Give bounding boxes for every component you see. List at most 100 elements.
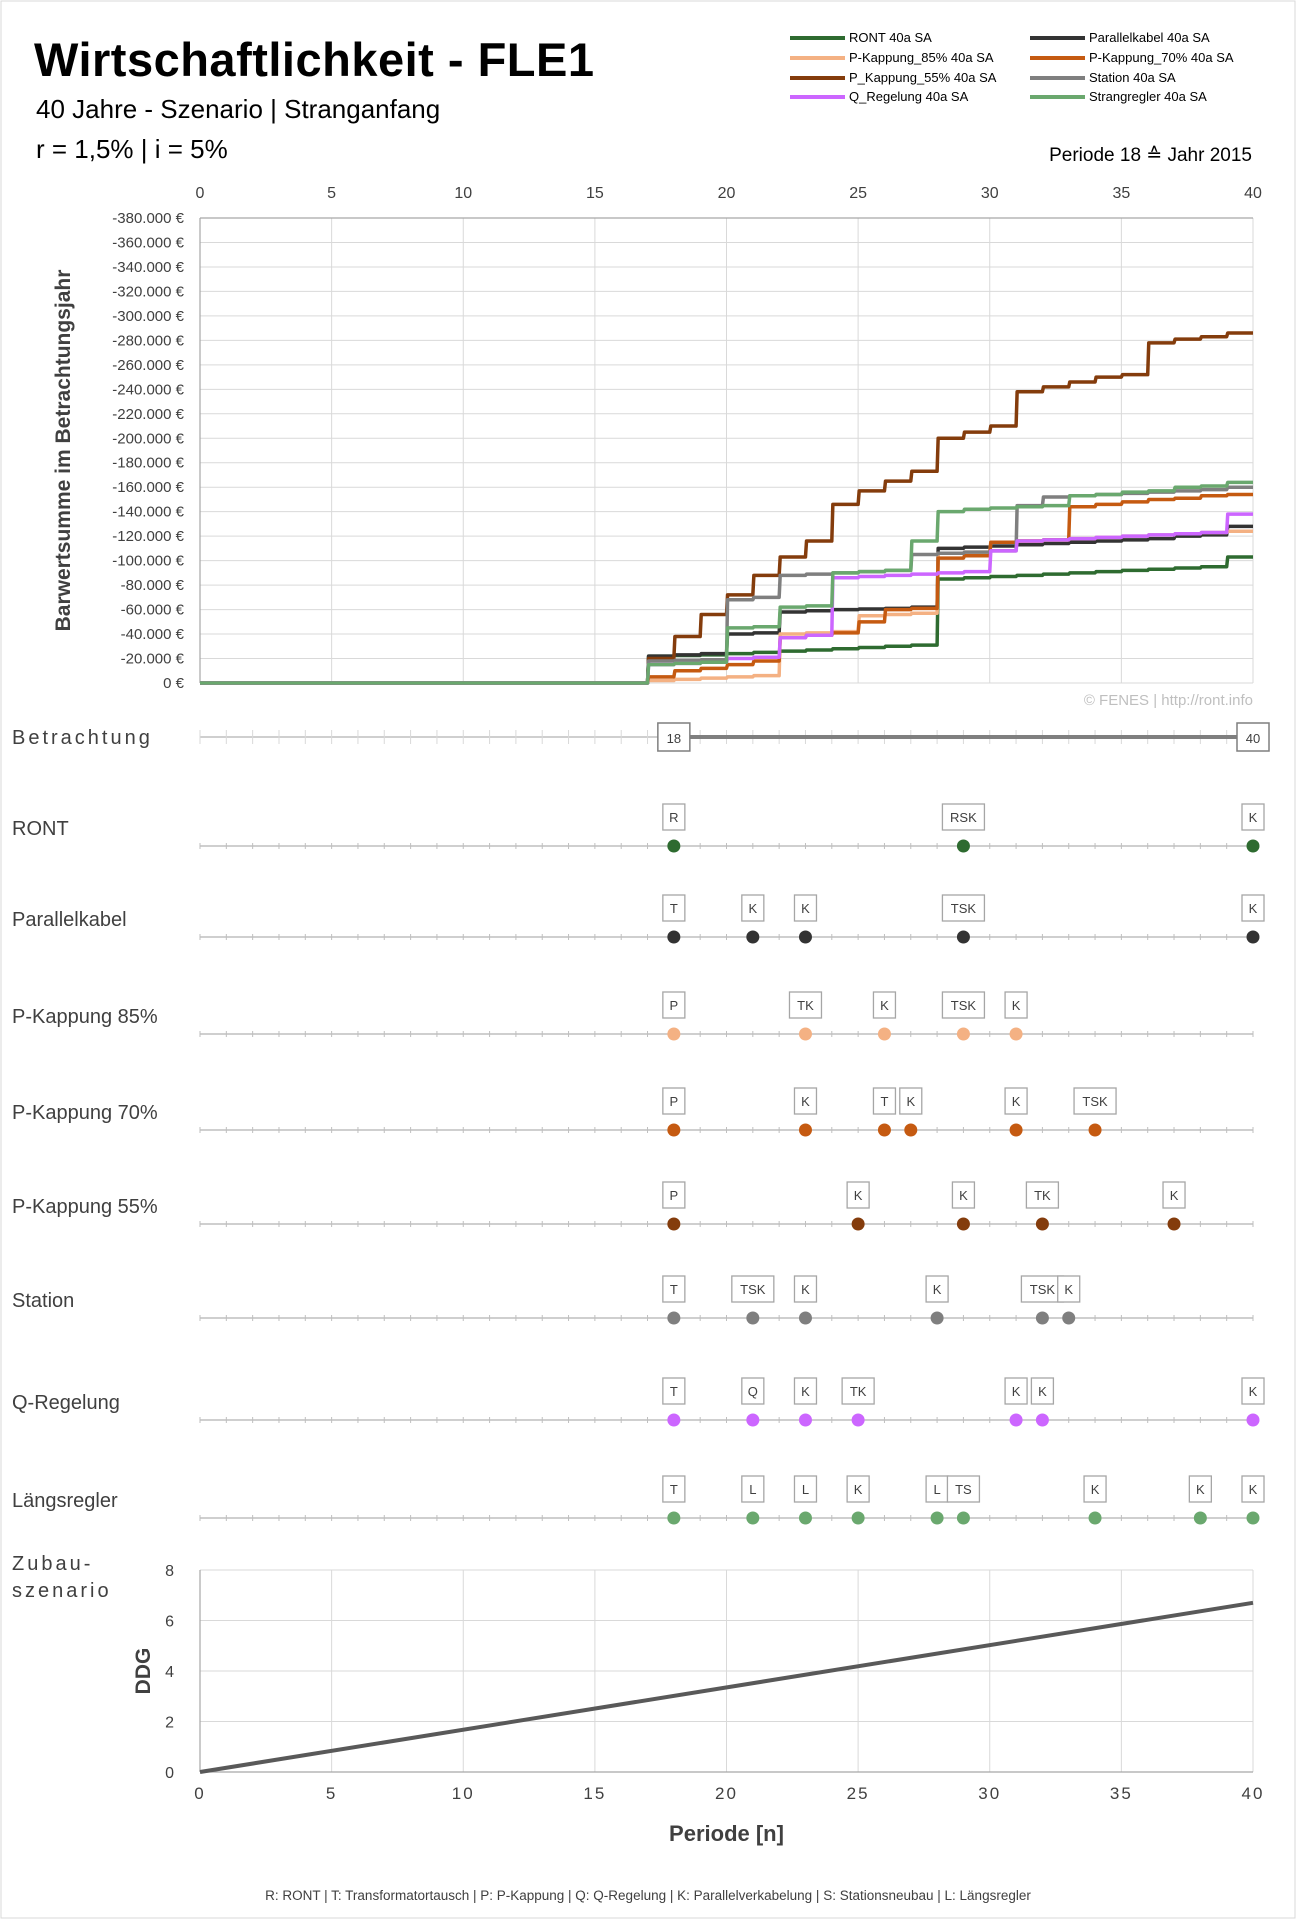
event-label: K — [933, 1282, 942, 1297]
event-box — [941, 803, 986, 831]
event-dot — [798, 1413, 812, 1427]
event-label: K — [1012, 1384, 1021, 1399]
event-label: Q — [748, 1384, 758, 1399]
y-tick-label: -300.000 € — [112, 308, 184, 325]
legend-label: P-Kappung_85% 40a SA — [849, 50, 994, 65]
event-box — [925, 1275, 949, 1303]
event-dot — [956, 839, 970, 853]
y-tick-label: -120.000 € — [112, 528, 184, 545]
event-dot — [956, 1511, 970, 1525]
y-tick-label: -320.000 € — [112, 283, 184, 300]
event-label: RSK — [950, 810, 977, 825]
legend-item: Station 40a SA — [1030, 70, 1176, 85]
event-label: TSK — [951, 901, 977, 916]
event-label: TK — [1034, 1188, 1051, 1203]
event-dot — [1193, 1511, 1207, 1525]
event-label: TSK — [951, 998, 977, 1013]
event-box — [941, 991, 986, 1019]
event-dot — [667, 1217, 681, 1231]
legend-item: P-Kappung_70% 40a SA — [1030, 50, 1234, 65]
event-dot — [746, 1311, 760, 1325]
event-box — [741, 894, 765, 922]
legend-label: P_Kappung_55% 40a SA — [849, 70, 997, 85]
event-box — [788, 991, 823, 1019]
legend-label: Station 40a SA — [1089, 70, 1176, 85]
chart-parameters: r = 1,5% | i = 5% — [36, 134, 228, 164]
event-dot — [798, 1027, 812, 1041]
y-tick-label: -160.000 € — [112, 479, 184, 496]
event-box — [1188, 1475, 1212, 1503]
event-label: T — [880, 1094, 888, 1109]
row-label: Längsregler — [12, 1490, 118, 1512]
row-label: RONT — [12, 818, 69, 840]
betrachtung-box — [657, 722, 691, 752]
y-tick-label: -80.000 € — [121, 577, 185, 594]
event-dot — [798, 930, 812, 944]
y-tick-label: -140.000 € — [112, 504, 184, 521]
y-tick-label: -200.000 € — [112, 430, 184, 447]
event-label: K — [1249, 810, 1258, 825]
event-label: P — [670, 1094, 679, 1109]
event-dot — [667, 1311, 681, 1325]
ddg-y-tick-label: 6 — [165, 1614, 174, 1631]
x-tick-label: 10 — [454, 185, 472, 202]
legend-item: RONT 40a SA — [790, 30, 932, 45]
zubau-title-line: Zubau- — [12, 1553, 93, 1575]
event-dot — [1167, 1217, 1181, 1231]
event-dot — [1009, 1027, 1023, 1041]
event-label: L — [749, 1482, 756, 1497]
event-box — [741, 1475, 765, 1503]
event-label: R — [669, 810, 678, 825]
event-box — [1241, 1377, 1265, 1405]
legend-swatch — [790, 55, 845, 60]
y-tick-label: -60.000 € — [121, 602, 185, 619]
ddg-x-tick-label: 30 — [978, 1784, 1001, 1803]
event-dot — [956, 930, 970, 944]
event-dot — [667, 930, 681, 944]
event-label: K — [1064, 1282, 1073, 1297]
event-label: K — [854, 1482, 863, 1497]
event-box — [872, 991, 897, 1019]
event-box — [872, 1087, 897, 1115]
event-box — [951, 1181, 976, 1209]
main-chart: 0 € -20.000 € -40.000 € -60.000 € -80.000 € -… — [52, 185, 1262, 709]
y-tick-label: -20.000 € — [121, 651, 185, 668]
event-box — [662, 1087, 686, 1115]
event-box — [793, 1377, 818, 1405]
event-label: TSK — [740, 1282, 766, 1297]
legend-label: P-Kappung_70% 40a SA — [1089, 50, 1234, 65]
x-tick-label: 20 — [718, 185, 736, 202]
event-label: K — [801, 1282, 810, 1297]
event-label: T — [670, 1282, 678, 1297]
event-label: L — [802, 1482, 809, 1497]
event-dot — [851, 1217, 865, 1231]
event-dot — [667, 1123, 681, 1137]
event-dot — [746, 930, 760, 944]
ddg-x-tick-label: 35 — [1110, 1784, 1133, 1803]
event-dot — [877, 1027, 891, 1041]
series-line — [199, 480, 1253, 685]
footer-legend: R: RONT | T: Transformatortausch | P: P-… — [265, 1888, 1031, 1903]
event-label: TSK — [1082, 1094, 1108, 1109]
event-dot — [746, 1413, 760, 1427]
event-label: K — [959, 1188, 968, 1203]
event-label: TSK — [1030, 1282, 1056, 1297]
event-box — [1241, 1475, 1265, 1503]
event-label: K — [854, 1188, 863, 1203]
x-tick-label: 5 — [327, 185, 336, 202]
event-dot — [877, 1123, 891, 1137]
event-box — [946, 1475, 981, 1503]
legend-swatch — [1030, 75, 1085, 80]
event-dot — [667, 839, 681, 853]
event-dot — [851, 1413, 865, 1427]
event-box — [1083, 1475, 1107, 1503]
event-box — [1073, 1087, 1117, 1115]
betrachtung-label: Betrachtung — [12, 727, 153, 749]
row-label: P-Kappung 55% — [12, 1196, 158, 1218]
y-tick-label: -240.000 € — [112, 381, 184, 398]
event-label: K — [1012, 998, 1021, 1013]
